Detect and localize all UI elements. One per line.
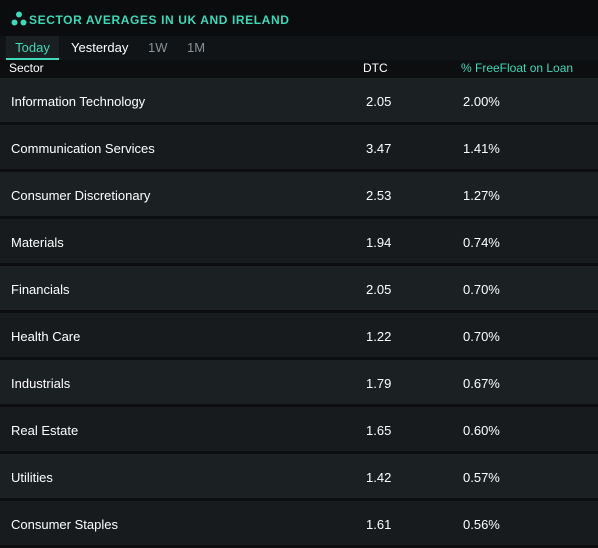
- table-row[interactable]: Consumer Staples 1.61 0.56%: [0, 501, 598, 545]
- table-row[interactable]: Consumer Discretionary 2.53 1.27%: [0, 172, 598, 216]
- column-header-freefloat[interactable]: % FreeFloat on Loan: [461, 61, 574, 75]
- table-row[interactable]: Financials 2.05 0.70%: [0, 266, 598, 310]
- freefloat-value: 1.41%: [463, 141, 500, 156]
- dtc-value: 2.53: [366, 188, 392, 203]
- freefloat-value: 0.67%: [463, 376, 500, 391]
- sector-name: Utilities: [11, 470, 53, 485]
- table-row[interactable]: Real Estate 1.65 0.60%: [0, 407, 598, 451]
- sector-name: Industrials: [11, 376, 71, 391]
- dtc-value: 3.47: [366, 141, 392, 156]
- active-tab-indicator: [6, 58, 59, 60]
- table-row[interactable]: Communication Services 3.47 1.41%: [0, 125, 598, 169]
- dtc-value: 1.61: [366, 517, 392, 532]
- sector-name: Information Technology: [11, 94, 146, 109]
- table-row[interactable]: Utilities 1.42 0.57%: [0, 454, 598, 498]
- sector-name: Communication Services: [11, 141, 155, 156]
- dtc-value: 1.79: [366, 376, 392, 391]
- dtc-value: 2.05: [366, 282, 392, 297]
- sector-name: Consumer Discretionary: [11, 188, 151, 203]
- table-row[interactable]: Industrials 1.79 0.67%: [0, 360, 598, 404]
- app-logo-icon: [11, 11, 27, 26]
- freefloat-value: 2.00%: [463, 94, 500, 109]
- table-row[interactable]: Information Technology 2.05 2.00%: [0, 78, 598, 122]
- freefloat-value: 0.57%: [463, 470, 500, 485]
- freefloat-value: 0.70%: [463, 329, 500, 344]
- tab-today[interactable]: Today: [6, 36, 59, 60]
- dtc-value: 2.05: [366, 94, 392, 109]
- tab-1w[interactable]: 1W: [148, 40, 168, 55]
- table-header: Sector DTC % FreeFloat on Loan: [0, 60, 598, 78]
- freefloat-value: 0.74%: [463, 235, 500, 250]
- dtc-value: 1.94: [366, 235, 392, 250]
- tab-1m[interactable]: 1M: [187, 40, 206, 55]
- panel-title: SECTOR AVERAGES IN UK AND IRELAND: [29, 13, 290, 27]
- freefloat-value: 0.60%: [463, 423, 500, 438]
- column-header-dtc[interactable]: DTC: [363, 61, 388, 75]
- period-tabs: Today Yesterday 1W 1M: [0, 36, 598, 60]
- table-row[interactable]: Materials 1.94 0.74%: [0, 219, 598, 263]
- column-header-sector[interactable]: Sector: [9, 61, 44, 75]
- sector-name: Health Care: [11, 329, 81, 344]
- sector-name: Consumer Staples: [11, 517, 118, 532]
- freefloat-value: 1.27%: [463, 188, 500, 203]
- freefloat-value: 0.56%: [463, 517, 500, 532]
- panel-header: SECTOR AVERAGES IN UK AND IRELAND: [0, 0, 598, 36]
- sector-table-body: Information Technology 2.05 2.00% Commun…: [0, 78, 598, 548]
- sector-name: Financials: [11, 282, 70, 297]
- dtc-value: 1.42: [366, 470, 392, 485]
- dtc-value: 1.65: [366, 423, 392, 438]
- sector-name: Materials: [11, 235, 64, 250]
- freefloat-value: 0.70%: [463, 282, 500, 297]
- tab-yesterday[interactable]: Yesterday: [71, 40, 129, 55]
- dtc-value: 1.22: [366, 329, 392, 344]
- sector-name: Real Estate: [11, 423, 79, 438]
- table-row[interactable]: Health Care 1.22 0.70%: [0, 313, 598, 357]
